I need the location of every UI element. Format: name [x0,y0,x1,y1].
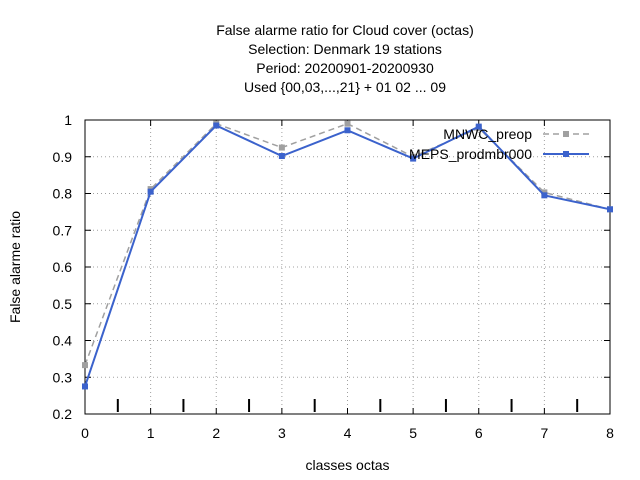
title-line: Used {00,03,...,21} + 01 02 ... 09 [244,79,446,95]
x-tick-label: 1 [147,425,155,441]
y-tick-label: 0.6 [53,259,73,275]
data-point [410,155,417,162]
x-tick-label: 5 [409,425,417,441]
x-tick-label: 8 [606,425,614,441]
y-tick-label: 0.3 [53,369,73,385]
data-point [278,153,285,160]
x-tick-label: 7 [540,425,548,441]
x-tick-label: 6 [475,425,483,441]
legend-marker [563,131,569,137]
data-point [344,127,351,134]
x-axis-label: classes octas [305,457,389,473]
data-point [82,383,88,390]
data-point [82,362,88,369]
x-tick-label: 0 [81,425,89,441]
data-point [147,188,154,195]
title-line: Selection: Denmark 19 stations [248,41,442,57]
minor-ticks [116,399,579,412]
y-tick-labels: 0.2 0.3 0.4 0.5 0.6 0.7 0.8 0.9 1 [53,112,73,422]
data-point [475,123,482,130]
data-point [344,120,351,127]
y-axis-label: False alarme ratio [7,211,23,323]
legend-marker [563,151,569,157]
y-tick-label: 0.2 [53,406,73,422]
x-tick-labels: 0 1 2 3 4 5 6 7 8 [81,425,614,441]
title-line: False alarme ratio for Cloud cover (octa… [216,22,474,38]
series [82,120,613,390]
chart-title: False alarme ratio for Cloud cover (octa… [216,22,474,95]
legend-label: MEPS_prodmbr000 [409,146,532,162]
legend: MNWC_preop MEPS_prodmbr000 [409,126,589,162]
y-tick-label: 0.4 [53,333,73,349]
y-tick-label: 0.5 [53,296,73,312]
x-tick-label: 3 [278,425,286,441]
y-tick-label: 0.8 [53,186,73,202]
y-tick-label: 1 [64,112,72,128]
data-point [541,192,548,199]
grid [85,120,610,414]
y-tick-label: 0.9 [53,149,73,165]
y-tick-label: 0.7 [53,222,73,238]
data-point [607,206,613,213]
data-point [278,144,285,151]
data-point [213,122,220,129]
x-tick-label: 2 [212,425,220,441]
title-line: Period: 20200901-20200930 [256,60,434,76]
legend-label: MNWC_preop [443,126,532,142]
x-tick-label: 4 [344,425,352,441]
